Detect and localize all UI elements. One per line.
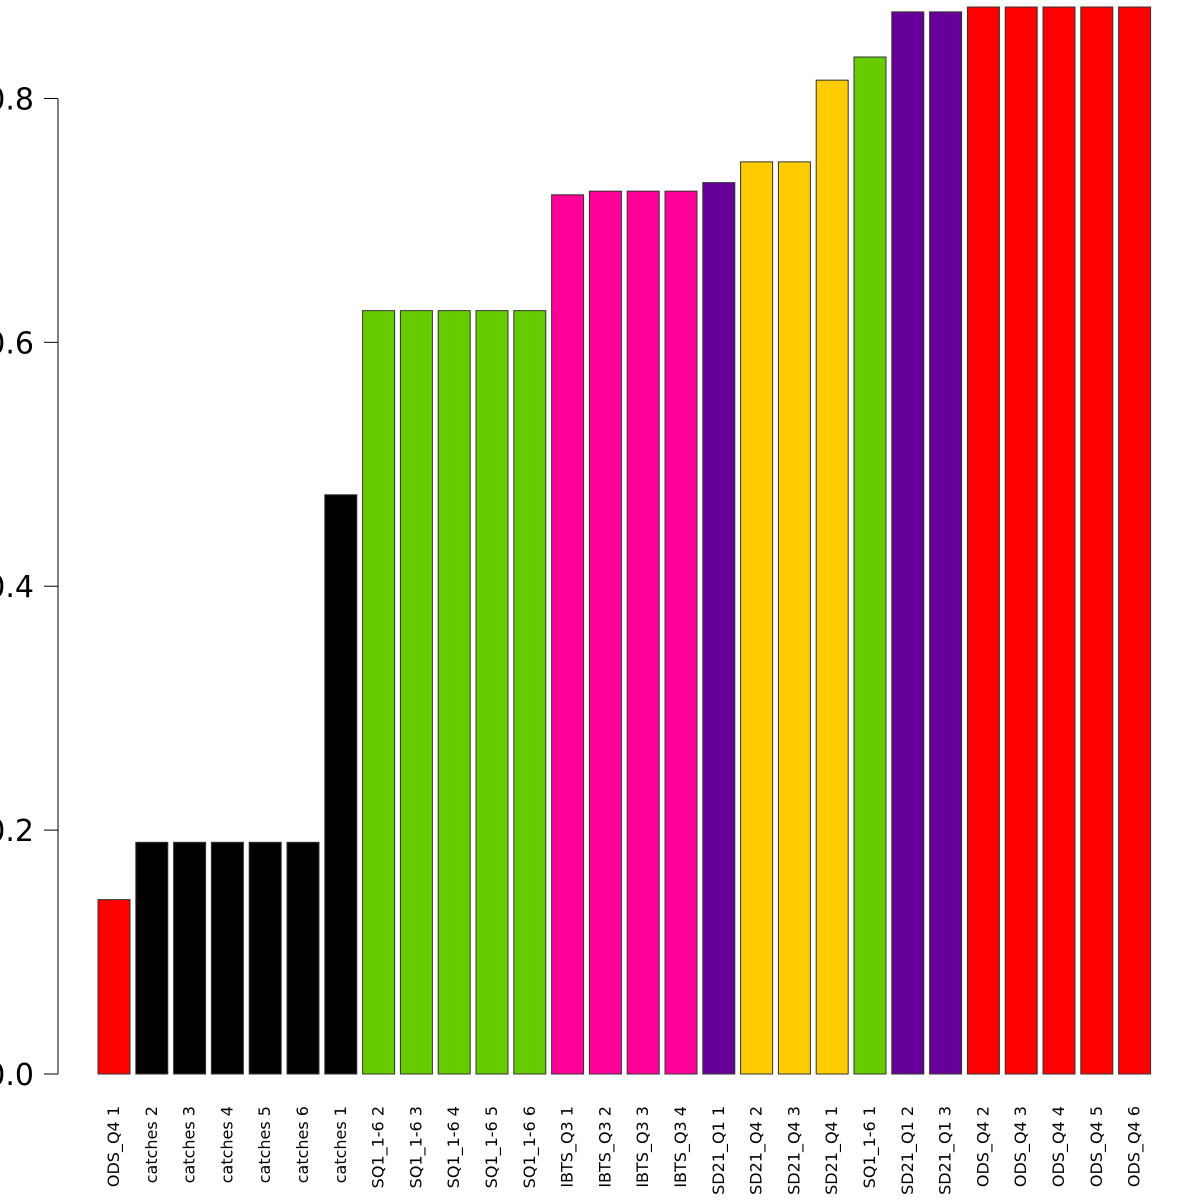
bar xyxy=(929,11,963,1075)
y-tick-label: 0.2 xyxy=(0,814,34,849)
bar xyxy=(1080,6,1114,1075)
bar xyxy=(173,841,207,1075)
x-category-label: SD21_Q1 3 xyxy=(936,1106,956,1195)
x-category-label: SD21_Q4 1 xyxy=(822,1106,842,1195)
bar xyxy=(853,56,887,1075)
x-category-label: catches 6 xyxy=(293,1106,312,1183)
x-category-label: SD21_Q4 3 xyxy=(784,1106,804,1195)
bars xyxy=(97,6,1152,1075)
bar xyxy=(626,190,660,1075)
x-category-label: catches 2 xyxy=(142,1106,161,1183)
bar xyxy=(475,310,509,1075)
x-category-label: ODS_Q4 1 xyxy=(104,1106,124,1187)
x-category-label: IBTS_Q3 2 xyxy=(595,1106,615,1188)
bar xyxy=(135,841,169,1075)
x-category-label: SD21_Q1 1 xyxy=(709,1106,729,1195)
bar xyxy=(97,899,131,1075)
y-axis: 0.0 0.2 0.4 0.6 0.8 xyxy=(0,82,59,1093)
bar xyxy=(248,841,282,1075)
bar xyxy=(551,194,585,1075)
x-category-label: SQ1_1-6 3 xyxy=(406,1106,426,1188)
x-category-label: SD21_Q1 2 xyxy=(898,1106,918,1195)
x-category-label: ODS_Q4 6 xyxy=(1125,1106,1145,1187)
x-category-label: SD21_Q4 2 xyxy=(747,1106,767,1195)
bar xyxy=(1118,6,1152,1075)
bar xyxy=(664,190,698,1075)
x-category-label: catches 4 xyxy=(217,1106,236,1183)
x-category-label: SQ1_1-6 2 xyxy=(369,1106,389,1188)
x-category-label: IBTS_Q3 4 xyxy=(671,1106,691,1188)
x-category-label: ODS_Q4 3 xyxy=(1011,1106,1031,1187)
x-category-label: catches 1 xyxy=(331,1106,350,1183)
bar xyxy=(966,6,1000,1075)
y-tick-label: 0.4 xyxy=(0,570,34,605)
bar xyxy=(437,310,471,1075)
x-category-label: catches 5 xyxy=(255,1106,274,1183)
bar xyxy=(286,841,320,1075)
y-tick-label: 0.6 xyxy=(0,326,34,361)
bar xyxy=(399,310,433,1075)
x-category-label: catches 3 xyxy=(180,1106,199,1183)
x-category-label: ODS_Q4 5 xyxy=(1087,1106,1107,1187)
bar xyxy=(891,11,925,1075)
bar xyxy=(210,841,244,1075)
y-tick-label: 0.8 xyxy=(0,82,34,117)
x-category-label: SQ1_1-6 6 xyxy=(520,1106,540,1188)
bar xyxy=(513,310,547,1075)
bar xyxy=(702,182,736,1075)
x-category-label: SQ1_1-6 5 xyxy=(482,1106,502,1188)
x-category-label: SQ1_1-6 4 xyxy=(444,1106,464,1188)
bar xyxy=(1004,6,1038,1075)
x-category-label: ODS_Q4 4 xyxy=(1049,1106,1069,1187)
bar xyxy=(1042,6,1076,1075)
bar xyxy=(777,161,811,1075)
y-tick-label: 0.0 xyxy=(0,1058,34,1093)
x-category-label: IBTS_Q3 3 xyxy=(633,1106,653,1188)
x-category-label: SQ1_1-6 1 xyxy=(860,1106,880,1188)
x-category-label: IBTS_Q3 1 xyxy=(558,1106,578,1188)
x-category-label: ODS_Q4 2 xyxy=(973,1106,993,1187)
x-axis-labels: ODS_Q4 1 catches 2 catches 3 catches 4 catch… xyxy=(104,1106,1145,1195)
bar xyxy=(588,190,622,1075)
bar xyxy=(815,79,849,1075)
bar xyxy=(740,161,774,1075)
bar xyxy=(362,310,396,1075)
bar xyxy=(324,494,358,1075)
